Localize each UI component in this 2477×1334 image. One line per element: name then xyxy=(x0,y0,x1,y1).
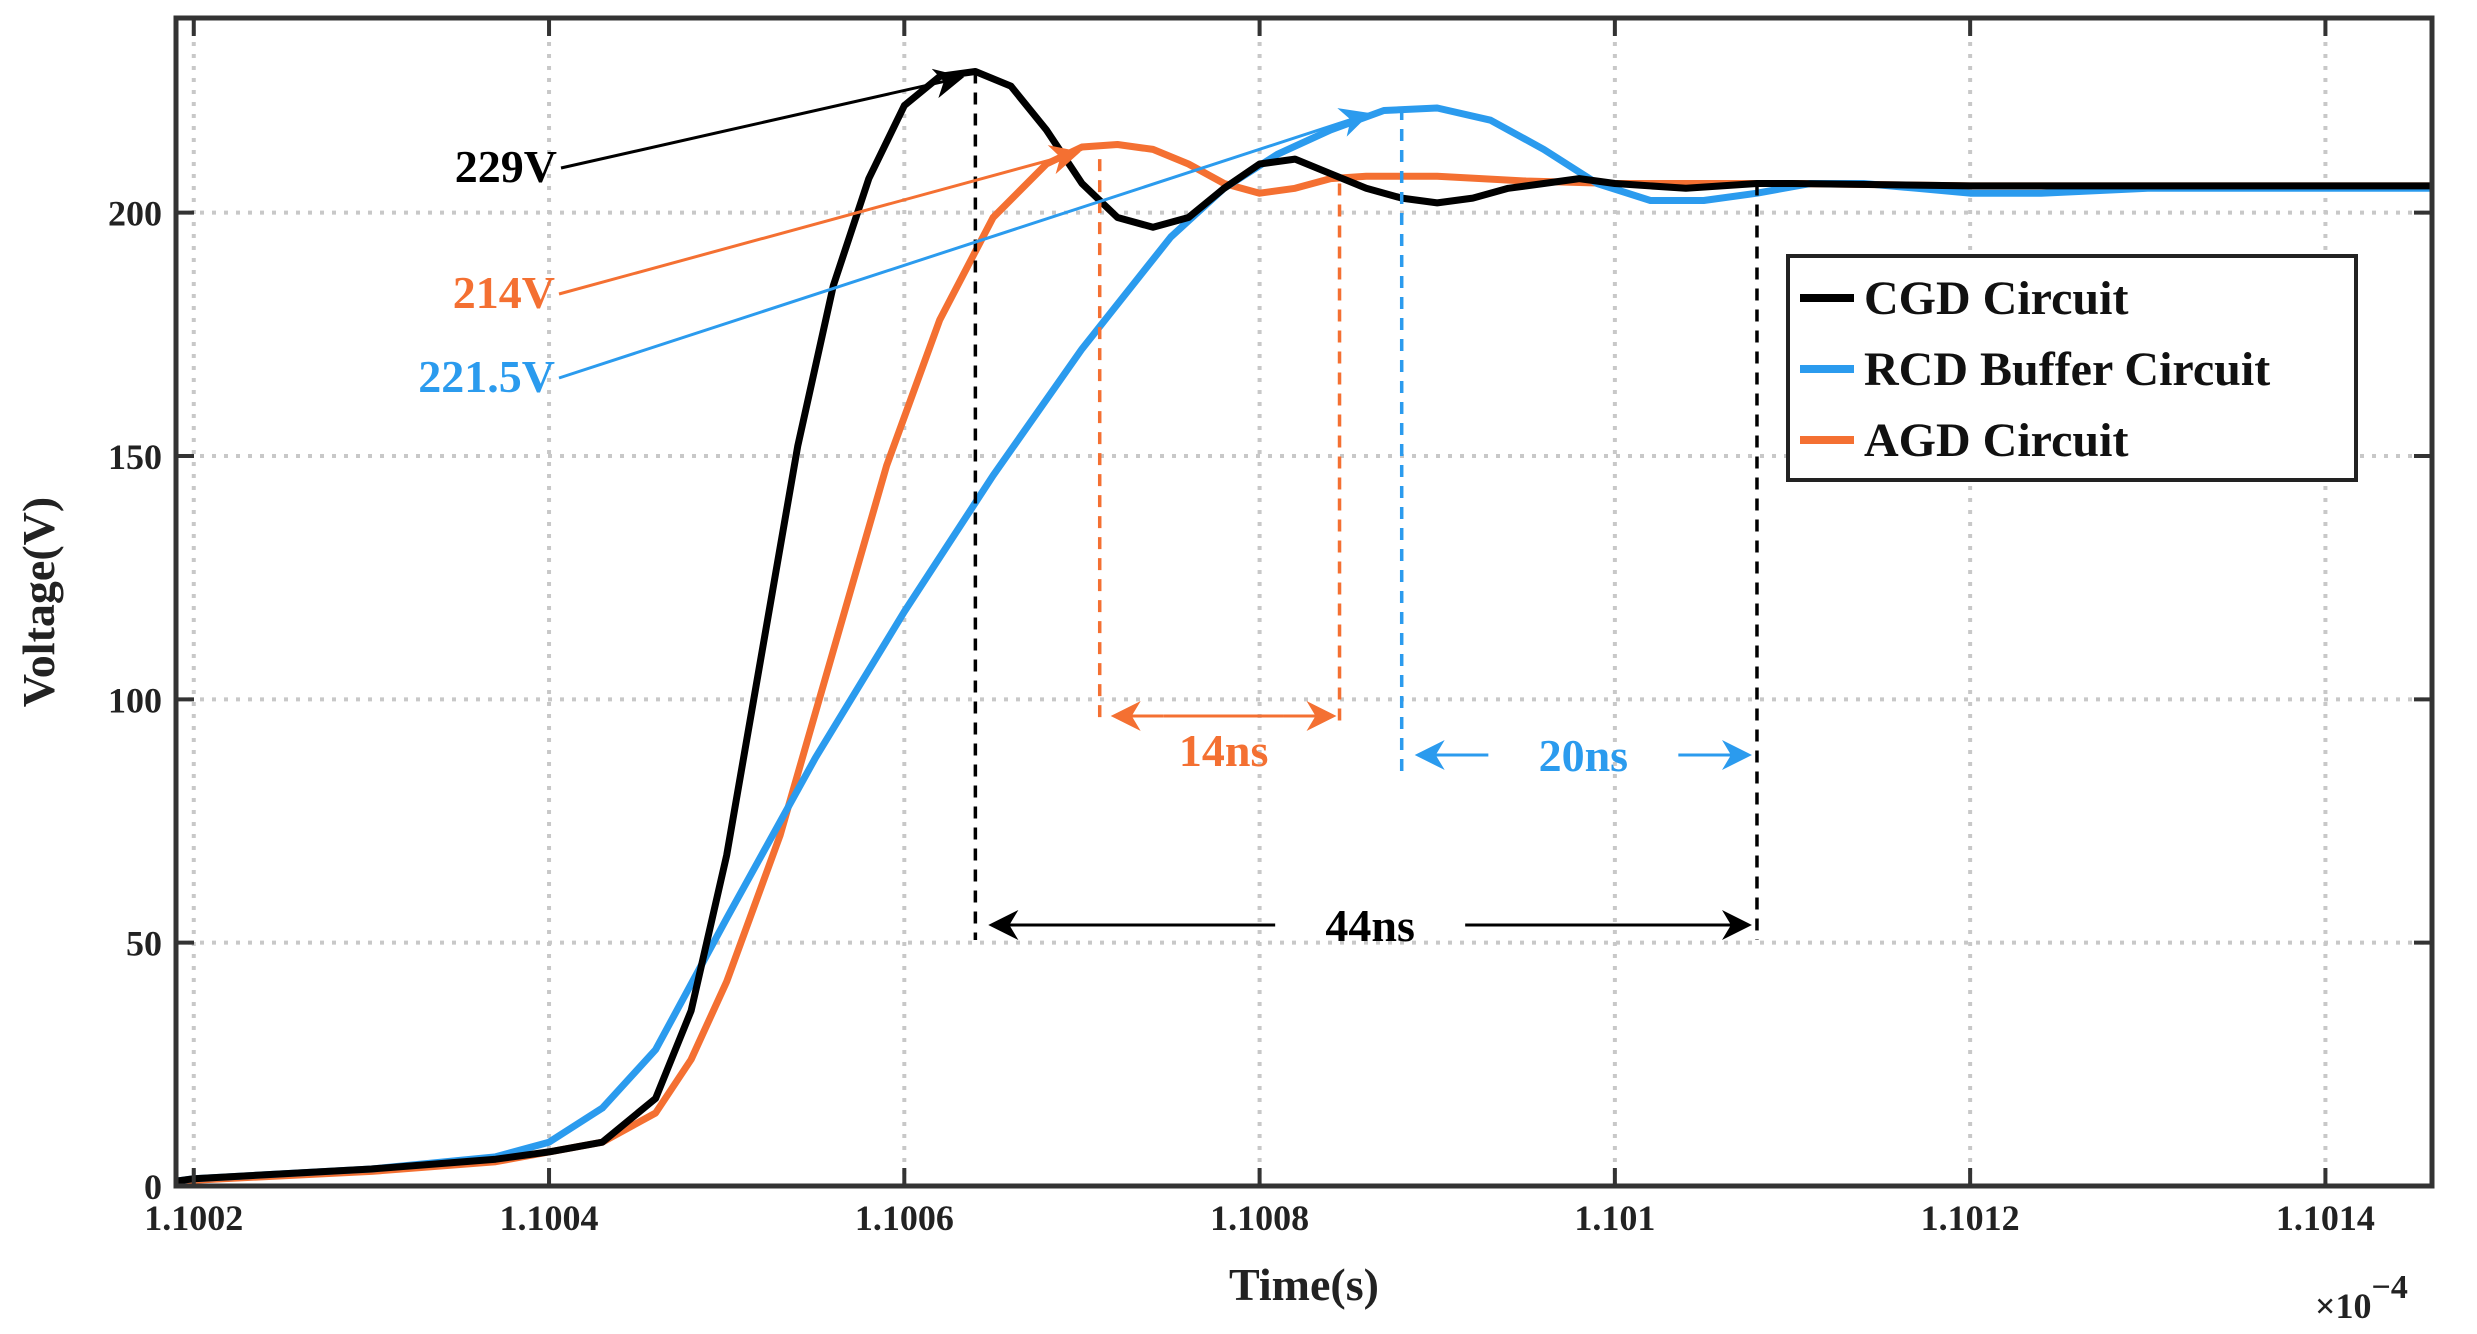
peak-agd-label: 214V xyxy=(453,267,555,318)
interval-agd-label: 14ns xyxy=(1179,725,1268,776)
peak-agd-arrow xyxy=(558,145,1081,296)
legend-box xyxy=(1786,254,2358,482)
y-tick-label: 100 xyxy=(108,680,162,720)
x-tick-label: 1.1004 xyxy=(500,1198,599,1238)
x-axis-multiplier: ×10−4 xyxy=(2315,1269,2408,1326)
x-axis-title: Time(s) xyxy=(1229,1259,1379,1310)
ticks: 1.1002 1.1004 1.1006 1.1008 1.101 1.1012 1.101… xyxy=(108,18,2432,1238)
x-tick-label: 1.1012 xyxy=(1921,1198,2020,1238)
legend-label: AGD Circuit xyxy=(1864,414,2128,467)
peak-cgd-arrow xyxy=(560,68,965,170)
x-tick-label: 1.1008 xyxy=(1210,1198,1309,1238)
y-tick-label: 0 xyxy=(144,1167,162,1207)
x-tick-label: 1.101 xyxy=(1574,1198,1655,1238)
x-tick-label: 1.1014 xyxy=(2276,1198,2375,1238)
peak-rcd-label: 221.5V xyxy=(418,351,555,402)
legend-label: CGD Circuit xyxy=(1864,272,2128,325)
series-group xyxy=(176,68,2432,1185)
y-tick-label: 50 xyxy=(126,924,162,964)
x-axis-multiplier-base: ×10 xyxy=(2315,1286,2372,1326)
legend: CGD Circuit RCD Buffer Circuit AGD Circuit xyxy=(1786,254,2358,482)
plot-frame xyxy=(173,15,2435,1189)
guide-lines xyxy=(973,71,1759,940)
interval-cgd-label: 44ns xyxy=(1325,900,1414,951)
x-tick-label: 1.1006 xyxy=(855,1198,954,1238)
y-tick-label: 150 xyxy=(108,437,162,477)
series-line-cgd-circuit xyxy=(176,68,2432,1185)
interval-rcd-label: 20ns xyxy=(1539,730,1628,781)
y-axis-title: Voltage(V) xyxy=(13,497,64,707)
y-tick-label: 200 xyxy=(108,194,162,234)
peak-rcd-arrow xyxy=(558,108,1371,380)
grid xyxy=(176,18,2432,1186)
annotations: 14ns 20ns 44ns 229V 214V 221.5V xyxy=(418,68,1752,951)
legend-label: RCD Buffer Circuit xyxy=(1864,343,2270,396)
x-axis-multiplier-exponent: −4 xyxy=(2372,1269,2408,1306)
peak-cgd-label: 229V xyxy=(455,141,557,192)
x-tick-label: 1.1002 xyxy=(144,1198,243,1238)
